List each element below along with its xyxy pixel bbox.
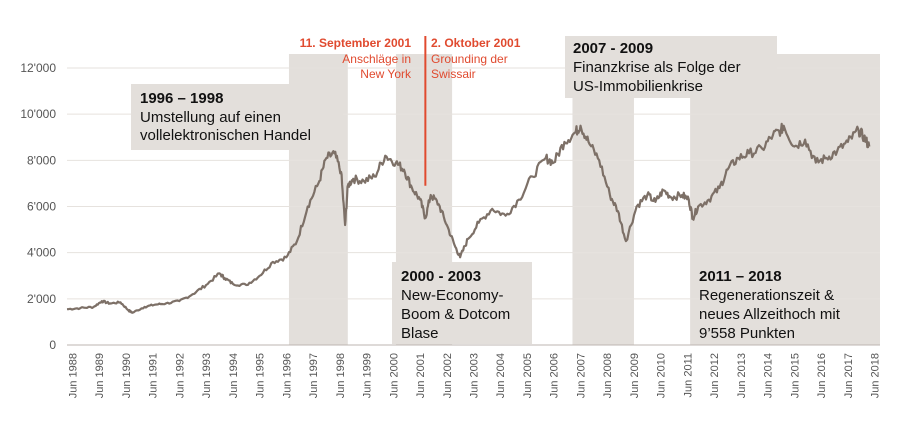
red-annotation-line: New York <box>360 67 412 81</box>
y-tick-label: 8'000 <box>27 153 56 167</box>
annotation-line: neues Allzeithoch mit <box>699 306 841 323</box>
x-tick-label: Jun 1994 <box>228 353 240 398</box>
annotation-line: Finanzkrise als Folge der <box>573 59 741 76</box>
annotation-title: 2000 - 2003 <box>401 268 481 285</box>
x-tick-label: Jun 2001 <box>415 353 427 398</box>
y-tick-label: 4'000 <box>27 246 56 260</box>
y-tick-label: 12'000 <box>20 61 56 75</box>
x-tick-label: Jun 1999 <box>362 353 374 398</box>
red-annotation-line: Anschläge in <box>342 52 411 66</box>
red-annotation-swissair: 2. Oktober 2001 Grounding der Swissair <box>431 36 521 81</box>
annotation-box <box>392 262 532 344</box>
x-tick-label: Jun 1996 <box>281 353 293 398</box>
annotation-line: Umstellung auf einen <box>140 109 281 126</box>
annotation-box <box>131 84 343 150</box>
x-tick-label: Jun 1988 <box>67 353 79 398</box>
y-tick-label: 0 <box>49 338 56 352</box>
annotation-line: Boom & Dotcom <box>401 306 510 323</box>
x-tick-label: Jun 2013 <box>736 353 748 398</box>
annotation-line: Blase <box>401 325 439 342</box>
y-axis: 0 2'000 4'000 6'000 8'000 10'000 12'000 <box>20 61 56 352</box>
x-tick-label: Jun 2014 <box>763 353 775 398</box>
x-tick-label: Jun 2002 <box>442 353 454 398</box>
x-tick-label: Jun 1989 <box>94 353 106 398</box>
x-tick-label: Jun 1992 <box>174 353 186 398</box>
red-annotation-line: Swissair <box>431 67 476 81</box>
x-tick-label: Jun 2018 <box>870 353 882 398</box>
x-tick-label: Jun 2004 <box>495 353 507 398</box>
annotation-2007-2009: 2007 - 2009 Finanzkrise als Folge der US… <box>565 36 777 98</box>
series-line <box>66 122 871 314</box>
x-tick-label: Jun 2006 <box>549 353 561 398</box>
annotation-box <box>565 36 777 98</box>
x-tick-label: Jun 2011 <box>682 353 694 397</box>
annotation-line: 9’558 Punkten <box>699 325 795 342</box>
y-tick-label: 6'000 <box>27 200 56 214</box>
x-tick-label: Jun 2009 <box>629 353 641 398</box>
shaded-period <box>572 54 634 345</box>
x-tick-label: Jun 2003 <box>469 353 481 398</box>
x-tick-label: Jun 2015 <box>789 353 801 398</box>
red-annotation-title: 2. Oktober 2001 <box>431 36 521 50</box>
x-tick-label: Jun 2008 <box>602 353 614 398</box>
annotation-line: US-Immobilienkrise <box>573 78 703 95</box>
red-annotation-line: Grounding der <box>431 52 508 66</box>
x-tick-label: Jun 1995 <box>255 353 267 398</box>
annotation-line: Regenerationszeit & <box>699 287 834 304</box>
annotation-2000-2003: 2000 - 2003 New-Economy- Boom & Dotcom B… <box>392 262 532 344</box>
annotation-2011-2018: 2011 – 2018 Regenerationszeit & neues Al… <box>699 268 841 342</box>
x-tick-label: Jun 1998 <box>335 353 347 398</box>
annotation-title: 2007 - 2009 <box>573 40 653 57</box>
shaded-period <box>690 54 880 345</box>
series-group <box>66 122 871 314</box>
red-annotation-9-11: 11. September 2001 Anschläge in New York <box>300 36 412 81</box>
annotation-line: New-Economy- <box>401 287 504 304</box>
x-tick-label: Jun 1993 <box>201 353 213 398</box>
x-tick-label: Jun 1997 <box>308 353 320 398</box>
x-tick-label: Jun 2017 <box>843 353 855 398</box>
x-tick-label: Jun 2012 <box>709 353 721 398</box>
annotation-title: 1996 – 1998 <box>140 90 223 107</box>
annotation-line: vollelektronischen Handel <box>140 127 311 144</box>
x-tick-label: Jun 2010 <box>656 353 668 398</box>
x-tick-label: Jun 1991 <box>148 353 160 398</box>
x-axis: Jun 1988 Jun 1989 Jun 1990 Jun 1991 Jun 1992… <box>67 353 881 398</box>
annotation-1996-1998: 1996 – 1998 Umstellung auf einen vollele… <box>131 84 343 150</box>
x-tick-label: Jun 2007 <box>575 353 587 398</box>
x-tick-label: Jun 2005 <box>522 353 534 398</box>
y-tick-label: 2'000 <box>27 292 56 306</box>
y-tick-label: 10'000 <box>20 107 56 121</box>
x-tick-label: Jun 2000 <box>388 353 400 398</box>
x-tick-label: Jun 1990 <box>121 353 133 398</box>
red-annotation-title: 11. September 2001 <box>300 36 412 50</box>
annotation-title: 2011 – 2018 <box>699 268 782 285</box>
x-tick-label: Jun 2016 <box>816 353 828 398</box>
